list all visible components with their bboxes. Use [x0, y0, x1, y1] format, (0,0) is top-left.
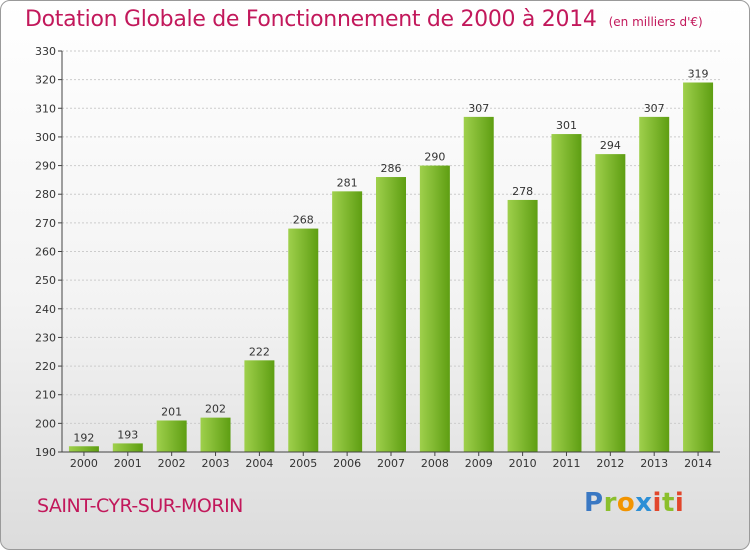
data-label: 281	[337, 176, 358, 189]
data-label: 268	[293, 214, 314, 227]
x-tick-label: 2008	[421, 457, 449, 470]
x-tick-label: 2011	[552, 457, 580, 470]
y-tick-label: 260	[35, 246, 56, 259]
x-tick-label: 2009	[465, 457, 493, 470]
y-tick-label: 230	[35, 331, 56, 344]
x-tick-label: 2014	[684, 457, 712, 470]
data-label: 286	[381, 162, 402, 175]
bar-2004	[244, 360, 275, 452]
bar-2008	[419, 165, 450, 453]
data-label: 319	[688, 68, 709, 81]
axis-layer	[58, 50, 720, 456]
title-text: Dotation Globale de Fonctionnement de 20…	[25, 7, 597, 32]
data-label: 294	[600, 139, 621, 152]
y-tick-label: 240	[35, 303, 56, 316]
bar-2007	[376, 177, 406, 452]
y-tick-label: 280	[35, 188, 56, 201]
proxiti-logo: Proxiti	[584, 488, 684, 518]
logo-letter: x	[635, 488, 653, 518]
logo-letter: o	[616, 488, 636, 518]
data-label: 192	[73, 431, 94, 444]
x-tick-label: 2002	[158, 457, 186, 470]
bar-2000	[68, 446, 99, 452]
y-tick-label: 320	[35, 74, 56, 87]
data-label: 278	[512, 185, 533, 198]
data-label: 202	[205, 403, 226, 416]
x-tick-label: 2013	[640, 457, 668, 470]
logo-letter: i	[652, 488, 662, 518]
logo-letter: t	[661, 488, 675, 518]
bar-2002	[156, 420, 187, 452]
y-tick-label: 310	[35, 102, 56, 115]
data-label: 301	[556, 119, 577, 132]
data-label: 193	[117, 428, 138, 441]
bar-layer	[68, 82, 714, 453]
y-tick-label: 190	[35, 446, 56, 459]
chart-subtitle: (en milliers d'€)	[608, 15, 703, 29]
y-tick-label: 200	[35, 417, 56, 430]
x-tick-label: 2004	[245, 457, 273, 470]
x-tick-label: 2006	[333, 457, 361, 470]
x-tick-label: 2003	[202, 457, 230, 470]
bar-2013	[639, 116, 670, 452]
x-tick-label: 2007	[377, 457, 405, 470]
x-tick-label: 2000	[70, 457, 98, 470]
commune-name: SAINT-CYR-SUR-MORIN	[37, 495, 243, 517]
x-tick-label: 2010	[509, 457, 537, 470]
logo-letter: P	[584, 488, 604, 518]
y-tick-label: 300	[35, 131, 56, 144]
logo-letter: r	[603, 488, 617, 518]
bar-2001	[112, 443, 143, 452]
bar-2014	[683, 82, 714, 452]
data-label: 307	[468, 102, 489, 115]
bar-2005	[288, 228, 319, 452]
y-tick-label: 220	[35, 360, 56, 373]
bar-2012	[595, 154, 626, 452]
y-tick-label: 330	[35, 45, 56, 58]
bar-2006	[332, 191, 363, 452]
x-tick-label: 2001	[114, 457, 142, 470]
y-tick-label: 270	[35, 217, 56, 230]
bar-2003	[200, 417, 231, 452]
logo-letter: i	[674, 488, 685, 518]
data-label: 290	[424, 151, 445, 164]
chart-title: Dotation Globale de Fonctionnement de 20…	[25, 7, 703, 32]
x-tick-label: 2012	[596, 457, 624, 470]
y-tick-label: 250	[35, 274, 56, 287]
data-label: 307	[644, 102, 665, 115]
data-label: 201	[161, 405, 182, 418]
y-tick-label: 290	[35, 160, 56, 173]
x-tick-label: 2005	[289, 457, 317, 470]
label-layer: 190 200 210 220 230 240 250 260 270 280 290 300 310 3…	[35, 45, 712, 470]
y-tick-label: 210	[35, 389, 56, 402]
bar-2010	[507, 199, 538, 452]
bar-2011	[551, 134, 582, 453]
data-label: 222	[249, 345, 270, 358]
bar-2009	[463, 116, 494, 452]
